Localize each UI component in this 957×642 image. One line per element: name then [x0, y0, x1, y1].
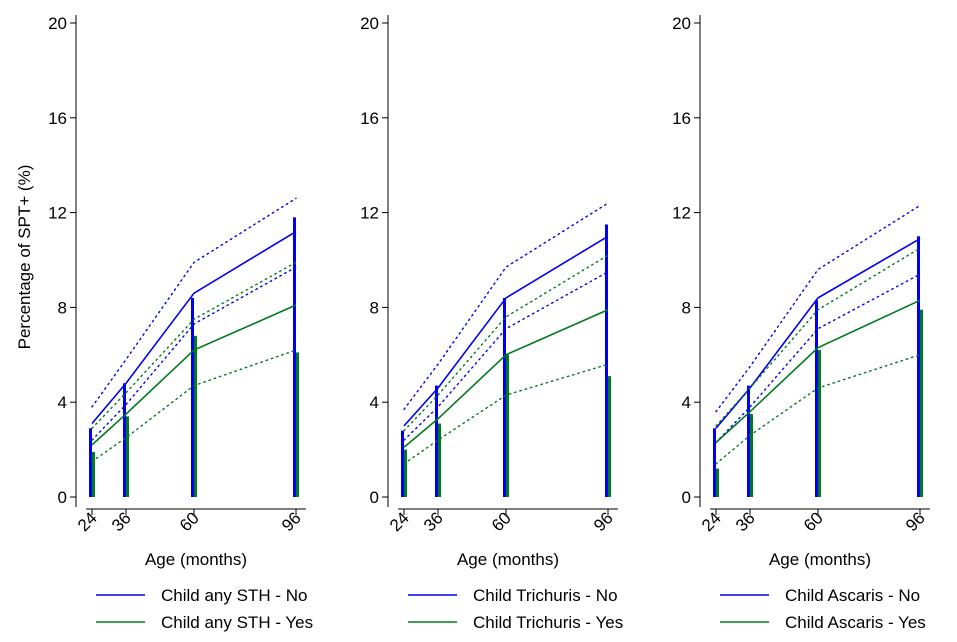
- bar: [404, 449, 407, 497]
- y-tick-label: 12: [48, 204, 67, 223]
- ci-upper-line: [403, 202, 609, 411]
- x-axis-label: Age (months): [769, 550, 871, 569]
- x-tick-label: 24: [74, 508, 101, 535]
- chart-panel-2: 0 4 8 12 16 20 24 36 60 96 Age (months) Child Trich…: [360, 14, 623, 632]
- series-line: [715, 299, 921, 444]
- y-tick-label: 12: [360, 204, 379, 223]
- x-tick-label: 60: [800, 508, 827, 535]
- bar: [296, 352, 299, 497]
- ci-upper-line: [91, 261, 297, 429]
- bar: [713, 428, 716, 497]
- ci-upper-line: [403, 254, 609, 432]
- x-axis-label: Age (months): [145, 550, 247, 569]
- x-axis-label: Age (months): [457, 550, 559, 569]
- x-tick-label: 36: [108, 508, 135, 535]
- y-tick-label: 12: [672, 204, 691, 223]
- y-tick-label: 20: [360, 14, 379, 33]
- legend-label: Child Trichuris - Yes: [473, 613, 623, 632]
- legend-label: Child any STH - No: [161, 586, 307, 605]
- y-tick-label: 8: [682, 298, 691, 317]
- x-tick-label: 36: [732, 508, 759, 535]
- legend-label: Child Ascaris - No: [785, 586, 920, 605]
- series-line: [403, 309, 609, 448]
- y-tick-label: 16: [672, 109, 691, 128]
- bar: [89, 428, 92, 497]
- bar: [747, 385, 750, 497]
- bar: [191, 297, 194, 497]
- legend-label: Child any STH - Yes: [161, 613, 313, 632]
- y-tick-label: 8: [58, 298, 67, 317]
- y-tick-label: 4: [682, 393, 691, 412]
- ci-lower-line: [403, 363, 609, 465]
- bar: [608, 376, 611, 497]
- x-tick-label: 60: [488, 508, 515, 535]
- bar: [438, 423, 441, 497]
- bar: [815, 300, 818, 497]
- x-tick-label: 24: [698, 508, 725, 535]
- y-tick-label: 4: [58, 393, 67, 412]
- ci-upper-line: [715, 204, 921, 413]
- bar: [293, 217, 296, 497]
- bar: [605, 224, 608, 497]
- legend-label: Child Trichuris - No: [473, 586, 618, 605]
- y-tick-label: 0: [370, 488, 379, 507]
- y-tick-label: 20: [672, 14, 691, 33]
- y-tick-label: 20: [48, 14, 67, 33]
- ci-upper-line: [715, 247, 921, 427]
- x-tick-label: 96: [902, 508, 929, 535]
- x-tick-label: 36: [420, 508, 447, 535]
- x-tick-label: 24: [386, 508, 413, 535]
- y-tick-label: 4: [370, 393, 379, 412]
- y-tick-label: 8: [370, 298, 379, 317]
- bar: [920, 309, 923, 497]
- x-tick-label: 60: [176, 508, 203, 535]
- series-line: [91, 230, 297, 425]
- ci-lower-line: [715, 354, 921, 465]
- y-tick-label: 0: [682, 488, 691, 507]
- bar: [401, 430, 404, 497]
- series-line: [403, 235, 609, 427]
- chart-panel-3: 0 4 8 12 16 20 24 36 60 96 Age (months) Child Ascar…: [672, 14, 930, 632]
- bar: [750, 414, 753, 497]
- y-axis-label: Percentage of SPT+ (%): [15, 165, 34, 350]
- series-line: [91, 304, 297, 446]
- ci-lower-line: [91, 349, 297, 463]
- y-tick-label: 16: [360, 109, 379, 128]
- bar: [917, 236, 920, 498]
- bar: [506, 354, 509, 497]
- bar: [716, 468, 719, 497]
- bar: [92, 451, 95, 497]
- bar: [503, 297, 506, 497]
- ci-upper-line: [91, 197, 297, 408]
- bar: [818, 350, 821, 497]
- legend-label: Child Ascaris - Yes: [785, 613, 926, 632]
- chart-panel-1: 0 4 8 12 16 20 24 36 60 96 Age (months) Child any S…: [48, 14, 313, 632]
- x-tick-label: 96: [278, 508, 305, 535]
- ci-lower-line: [403, 271, 609, 441]
- bar: [123, 383, 126, 497]
- ci-lower-line: [715, 273, 921, 444]
- bar: [126, 416, 129, 497]
- series-line: [715, 237, 921, 429]
- y-tick-label: 16: [48, 109, 67, 128]
- x-tick-label: 96: [590, 508, 617, 535]
- bar: [194, 335, 197, 497]
- y-tick-label: 0: [58, 488, 67, 507]
